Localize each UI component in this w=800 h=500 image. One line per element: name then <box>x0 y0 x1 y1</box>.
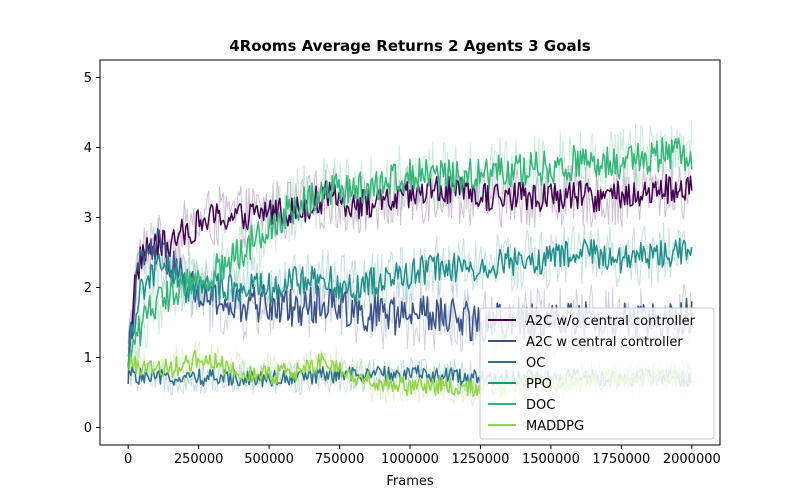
legend-label: MADDPG <box>526 419 584 434</box>
legend: A2C w/o central controller A2C w central … <box>479 307 715 440</box>
x-tick-label: 1500000 <box>522 452 580 467</box>
series-line <box>127 137 693 369</box>
x-tick-label: 1250000 <box>452 452 510 467</box>
x-tick-label: 2000000 <box>663 452 721 467</box>
y-tick-label: 0 <box>84 421 92 436</box>
y-tick-label: 1 <box>84 351 92 366</box>
legend-label: A2C w/o central controller <box>526 314 696 329</box>
legend-label: A2C w central controller <box>526 335 683 350</box>
x-tick-label: 500000 <box>244 452 294 467</box>
legend-label: DOC <box>526 398 555 413</box>
series-band <box>127 222 693 339</box>
y-tick-label: 5 <box>84 71 92 86</box>
y-tick-label: 4 <box>84 141 92 156</box>
x-axis-title: Frames <box>386 474 434 489</box>
chart-title: 4Rooms Average Returns 2 Agents 3 Goals <box>229 37 591 55</box>
legend-label: PPO <box>526 377 552 392</box>
legend-box <box>479 307 715 440</box>
series-line <box>127 173 693 367</box>
series-line <box>127 237 693 363</box>
x-tick-label: 1750000 <box>592 452 650 467</box>
x-tick-label: 750000 <box>315 452 365 467</box>
y-tick-label: 2 <box>84 281 92 296</box>
x-tick-label: 0 <box>124 452 132 467</box>
y-tick-label: 3 <box>84 211 92 226</box>
legend-label: OC <box>526 356 545 371</box>
y-axis: 0 1 2 3 4 5 <box>84 71 100 436</box>
x-tick-label: 250000 <box>174 452 224 467</box>
x-axis: 0 250000 500000 750000 1000000 1250000 1500000… <box>124 445 721 467</box>
x-tick-label: 1000000 <box>381 452 439 467</box>
